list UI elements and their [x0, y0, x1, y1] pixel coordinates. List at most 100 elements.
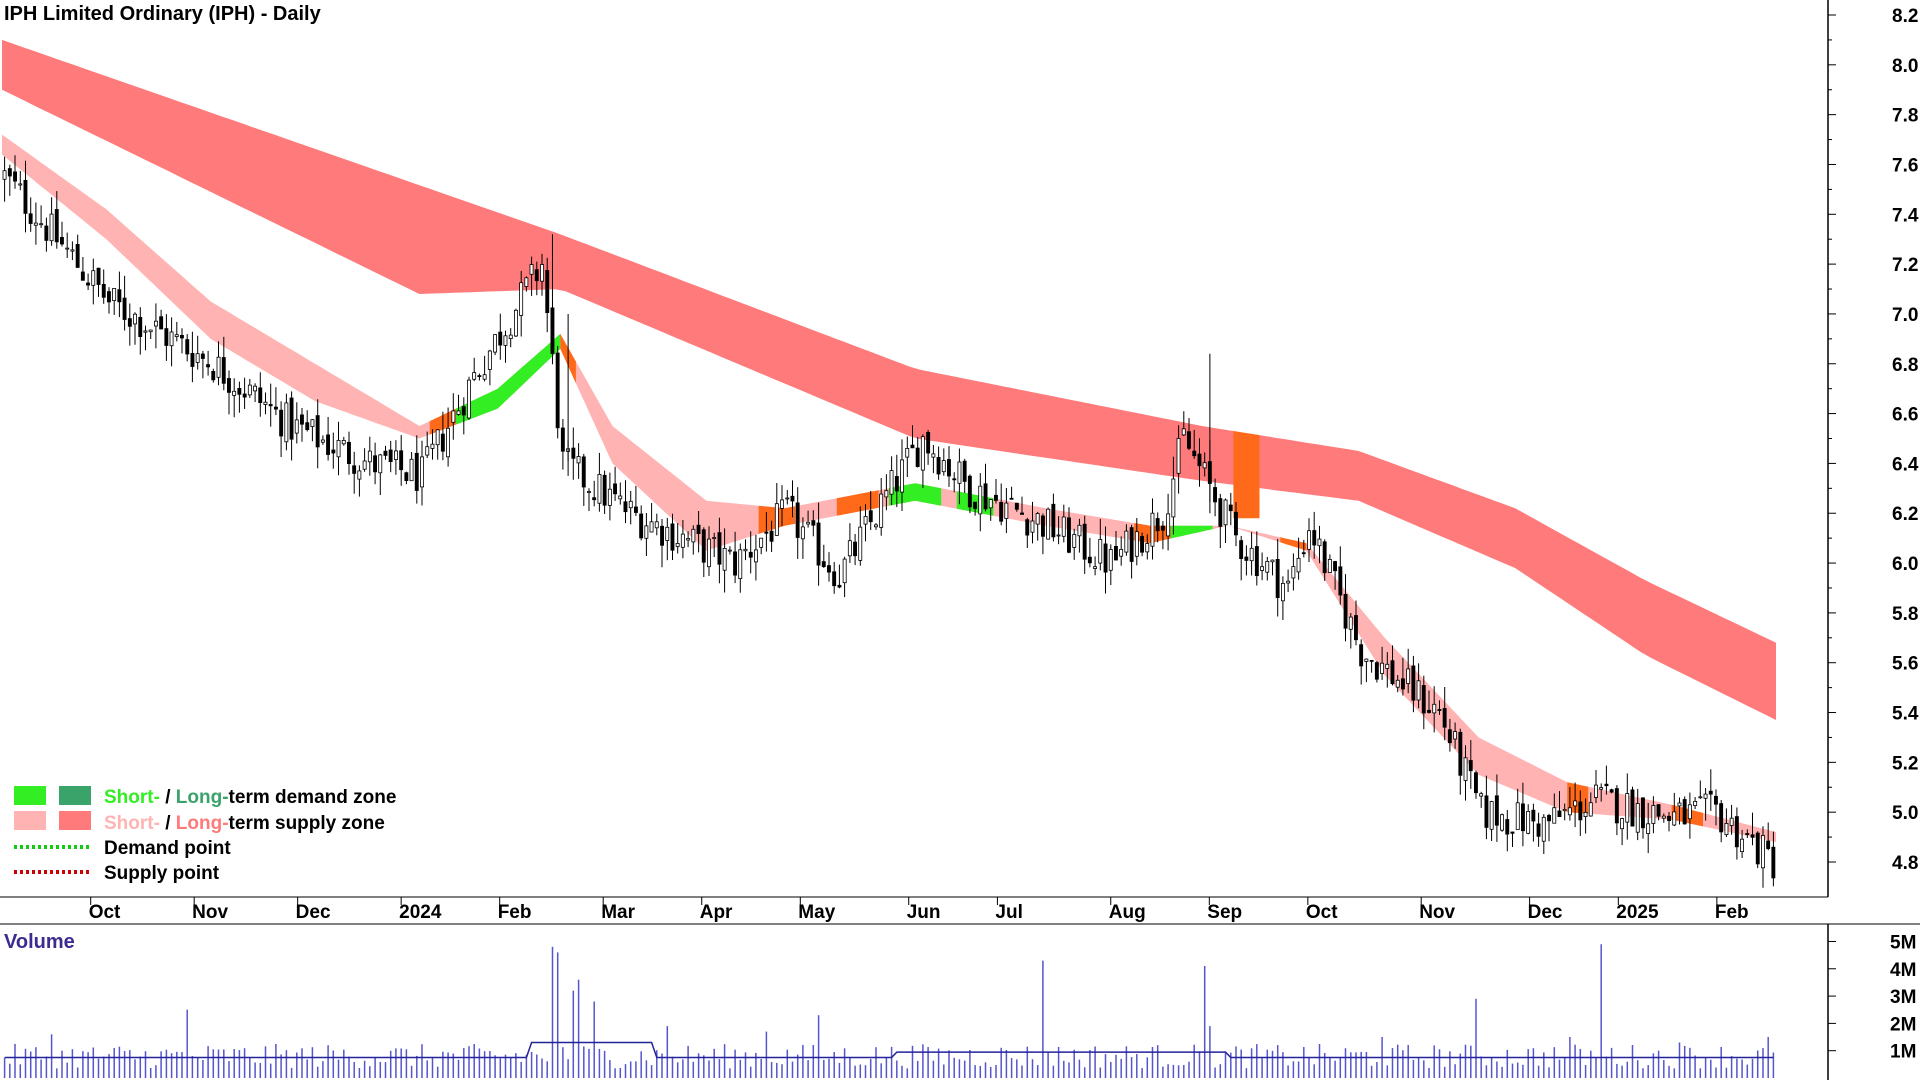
candle-body: [206, 364, 210, 368]
time-tick-label: Jul: [995, 902, 1022, 923]
price-tick-label: 7.2: [1892, 255, 1918, 276]
candle-body: [1218, 498, 1223, 527]
candle-body: [1505, 819, 1510, 835]
candle-body: [581, 456, 586, 488]
candle-body: [1286, 580, 1291, 584]
candle-body: [451, 410, 456, 423]
candle-body: [1677, 802, 1682, 807]
candle-body: [1526, 811, 1531, 834]
price-panel: IPH Limited Ordinary (IPH) - Daily: [2, 3, 1776, 888]
candle-body: [1646, 823, 1651, 834]
candle-body: [378, 454, 383, 474]
candle-body: [1578, 801, 1583, 821]
candle-body: [44, 225, 49, 241]
candle-body: [1573, 800, 1578, 807]
candle-body: [905, 447, 910, 458]
candle-body: [994, 494, 998, 501]
candle-body: [800, 526, 805, 540]
time-tick-label: May: [798, 902, 835, 923]
candle-body: [117, 289, 122, 303]
candle-body: [101, 283, 106, 298]
candle-body: [148, 329, 153, 333]
candle-body: [832, 571, 837, 587]
candle-body: [952, 478, 957, 481]
candle-body: [1458, 731, 1463, 776]
candle-body: [1771, 846, 1776, 879]
candle-body: [759, 537, 764, 548]
candle-body: [1604, 783, 1609, 787]
candle-body: [1202, 462, 1207, 469]
candle-body: [514, 309, 518, 337]
candle-body: [1067, 517, 1071, 553]
candle-body: [1453, 731, 1457, 740]
candle-body: [1103, 543, 1108, 573]
candle-body: [1745, 833, 1750, 836]
candle-body: [774, 503, 779, 536]
candle-body: [18, 183, 23, 186]
candle-body: [440, 433, 445, 452]
candle-body: [1155, 518, 1160, 532]
time-axis-ticks: Oct Nov Dec 2024 Feb Mar Apr May Jun Jul Aug Sep Oct…: [89, 897, 1749, 923]
candle-body: [305, 422, 310, 431]
candle-body: [597, 473, 602, 504]
candle-body: [1567, 807, 1572, 816]
time-tick-label: Oct: [1306, 902, 1338, 923]
candle-body: [107, 291, 111, 303]
candle-body: [1761, 835, 1765, 869]
candle-body: [2, 170, 7, 180]
candle-body: [665, 526, 670, 541]
price-tick-label: 7.6: [1892, 155, 1918, 176]
candle-body: [602, 474, 607, 506]
candle-body: [1463, 757, 1468, 781]
candle-body: [1703, 793, 1708, 799]
candle-body: [1494, 795, 1499, 826]
candle-body: [1661, 815, 1666, 819]
candle-body: [519, 282, 524, 316]
candle-body: [1343, 594, 1348, 629]
candle-body: [122, 297, 127, 320]
candle-body: [310, 419, 315, 428]
candle-body: [1484, 795, 1489, 828]
candle-body: [1390, 660, 1395, 685]
candle-body: [1181, 428, 1186, 436]
candle-body: [1322, 541, 1327, 574]
time-tick-label: Nov: [1419, 902, 1455, 923]
candle-body: [352, 465, 357, 474]
long-term-transition-block: [1233, 431, 1260, 519]
candle-body: [837, 584, 842, 588]
candle-body: [279, 409, 284, 437]
candle-body: [999, 501, 1004, 522]
candle-body: [691, 528, 696, 543]
candle-body: [1641, 797, 1645, 829]
candle-body: [185, 339, 190, 355]
candle-body: [811, 520, 816, 526]
candle-body: [446, 427, 450, 458]
candle-body: [879, 493, 884, 528]
candle-body: [28, 213, 33, 224]
candle-body: [1030, 520, 1035, 533]
candle-body: [592, 497, 597, 501]
candle-body: [1729, 817, 1734, 826]
candle-body: [96, 267, 101, 285]
candle-body: [529, 264, 534, 275]
candle-body: [54, 209, 59, 243]
legend-long-supply-swatch: [59, 811, 91, 830]
candle-body: [1281, 583, 1285, 602]
candle-body: [7, 168, 12, 177]
candle-body: [414, 452, 419, 491]
candle-body: [978, 485, 983, 515]
candle-body: [1614, 788, 1619, 824]
candle-body: [926, 431, 931, 454]
candle-body: [1124, 530, 1129, 553]
candle-body: [1599, 787, 1604, 790]
candle-body: [253, 385, 257, 392]
candle-body: [498, 331, 503, 346]
candle-body: [268, 404, 273, 407]
candle-body: [1307, 530, 1311, 550]
candle-body: [487, 350, 492, 370]
candle-body: [1734, 816, 1739, 848]
candle-body: [967, 475, 972, 508]
chart-title: IPH Limited Ordinary (IPH) - Daily: [4, 3, 322, 25]
candle-body: [1552, 807, 1557, 824]
candle-body: [795, 502, 800, 538]
